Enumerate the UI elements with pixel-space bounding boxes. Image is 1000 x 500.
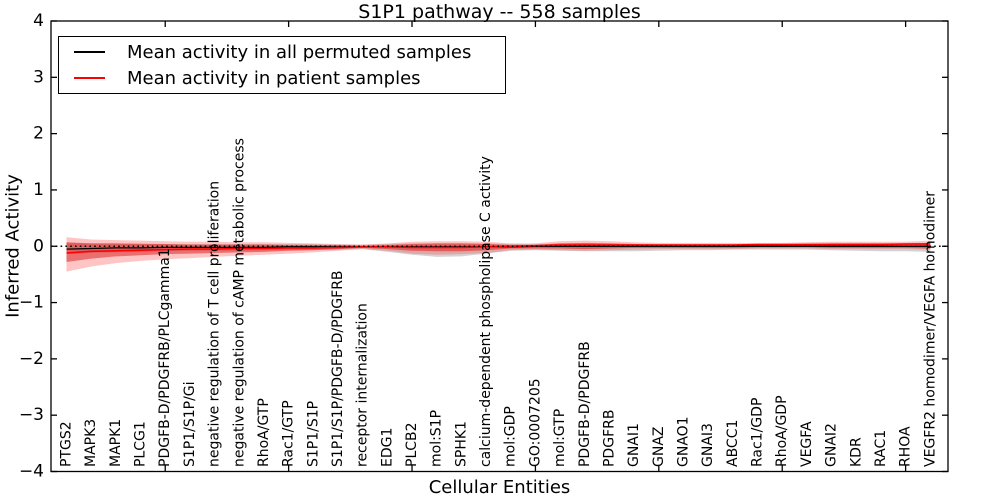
y-tick-label: −4 — [19, 462, 44, 482]
y-tick-label: −1 — [19, 293, 44, 313]
x-category-label: SPHK1 — [453, 421, 469, 467]
x-category-label: Rac1/GTP — [281, 400, 297, 467]
y-tick-label: 4 — [33, 11, 44, 31]
x-category-label: GNAZ — [651, 427, 667, 468]
legend-item-patient: Mean activity in patient samples — [59, 65, 505, 91]
x-category-labels: PTGS2 MAPK3 MAPK1 PLCG1 PDGFB-D/PDGFRB/PLCga… — [59, 138, 939, 467]
x-category-label: PLCG1 — [133, 421, 149, 467]
y-tick-label: −3 — [19, 405, 44, 425]
y-axis-label: Inferred Activity — [2, 174, 24, 318]
legend: Mean activity in all permuted samples Me… — [58, 36, 506, 94]
x-category-label: GNAI2 — [824, 423, 840, 467]
y-axis-ticks: −4 −3 −2 −1 0 1 2 3 4 — [19, 11, 948, 482]
x-category-label: GO:0007205 — [527, 378, 543, 467]
x-category-label: RhoA/GDP — [774, 395, 790, 467]
x-category-label: KDR — [848, 437, 864, 467]
permuted-line-swatch — [74, 51, 105, 53]
x-category-label: RhoA/GTP — [256, 398, 272, 467]
x-axis-label: Cellular Entities — [428, 477, 571, 498]
x-category-label: GNAO1 — [676, 416, 692, 467]
x-category-label: MAPK3 — [83, 419, 99, 467]
x-category-label: EDG1 — [379, 428, 395, 467]
x-category-label: GNAI1 — [626, 423, 642, 467]
x-category-label: VEGFR2 homodimer/VEGFA homodimer — [922, 191, 938, 467]
x-axis-ticks — [164, 21, 907, 472]
x-category-label: calcium-dependent phospholipase C activi… — [478, 156, 494, 467]
x-category-label: Rac1/GDP — [750, 398, 766, 467]
x-category-label: mol:GDP — [503, 406, 519, 467]
x-category-label: PDGFRB — [601, 410, 617, 467]
x-category-label: ABCC1 — [725, 420, 741, 467]
legend-item-label: Mean activity in all permuted samples — [127, 41, 472, 63]
x-category-label: MAPK1 — [108, 419, 124, 467]
x-category-label: PDGFB-D/PDGFRB/PLCgamma1 — [157, 248, 173, 467]
x-category-label: negative regulation of T cell proliferat… — [207, 181, 223, 467]
x-category-label: negative regulation of cAMP metabolic pr… — [231, 138, 247, 467]
x-category-label: PTGS2 — [59, 421, 75, 467]
y-tick-label: 2 — [33, 124, 44, 144]
x-category-label: receptor internalization — [355, 303, 371, 467]
patient-line-swatch — [74, 77, 105, 79]
y-tick-label: 1 — [33, 180, 44, 200]
y-tick-label: 0 — [33, 236, 44, 256]
legend-item-permuted: Mean activity in all permuted samples — [59, 39, 505, 65]
x-category-label: RAC1 — [873, 430, 889, 467]
x-category-label: RHOA — [898, 426, 914, 467]
x-category-label: mol:GTP — [552, 409, 568, 467]
y-tick-label: −2 — [19, 349, 44, 369]
legend-item-label: Mean activity in patient samples — [127, 67, 421, 89]
x-category-label: VEGFA — [799, 421, 815, 467]
x-category-label: PDGFB-D/PDGFRB — [577, 341, 593, 467]
x-category-label: S1P1/S1P — [305, 401, 321, 467]
x-category-label: PLCB2 — [404, 422, 420, 467]
chart-title: S1P1 pathway -- 558 samples — [358, 1, 641, 23]
y-tick-label: 3 — [33, 67, 44, 87]
patient-band-outer — [66, 237, 931, 272]
x-category-label: mol:S1P — [429, 410, 445, 467]
x-category-label: S1P1/S1P/PDGFB-D/PDGFRB — [330, 270, 346, 467]
x-category-label: S1P1/S1P/Gi — [182, 381, 198, 467]
x-category-label: GNAI3 — [700, 423, 716, 467]
